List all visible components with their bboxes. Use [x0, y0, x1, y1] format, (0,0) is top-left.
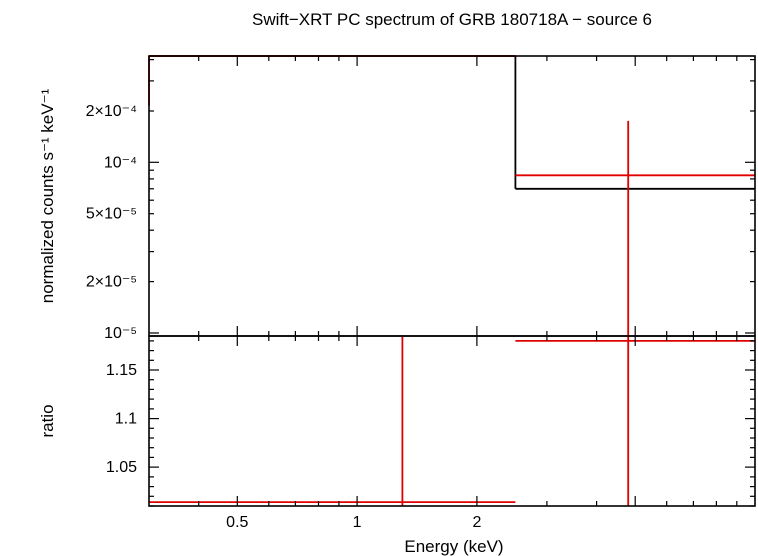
top-y-axis-label: normalized counts s⁻¹ keV⁻¹: [38, 88, 57, 303]
bottom-panel: 0.5 1 2 1.05 1.1 1.15 ratio Energy (keV): [38, 335, 756, 556]
y-tick-label: 1.05: [106, 459, 137, 476]
y-tick-label: 1.15: [106, 362, 137, 379]
top-data-layer: [148, 55, 755, 336]
x-tick-label: 1: [353, 514, 362, 531]
y-tick-label: 10⁻⁴: [104, 154, 137, 171]
y-tick-label: 10⁻⁵: [104, 325, 137, 342]
bottom-data-layer: [149, 336, 755, 506]
chart-title: Swift−XRT PC spectrum of GRB 180718A − s…: [252, 10, 652, 29]
y-tick-label: 2×10⁻⁴: [86, 103, 137, 120]
bottom-panel-frame: [148, 335, 756, 507]
y-tick-label: 2×10⁻⁵: [86, 274, 137, 291]
x-axis-label: Energy (keV): [404, 537, 503, 556]
top-axis-ticks: 10⁻⁵ 2×10⁻⁵ 5×10⁻⁵ 10⁻⁴ 2×10⁻⁴: [86, 56, 755, 342]
top-panel-frame: [148, 55, 756, 337]
x-tick-label: 2: [472, 514, 481, 531]
y-tick-label: 1.1: [115, 411, 137, 428]
bottom-y-axis-label: ratio: [38, 404, 57, 437]
top-panel: 10⁻⁵ 2×10⁻⁵ 5×10⁻⁵ 10⁻⁴ 2×10⁻⁴ normalized co…: [38, 55, 756, 342]
bottom-axis-ticks: 0.5 1 2 1.05 1.1 1.15: [106, 336, 755, 531]
x-tick-label: 0.5: [226, 514, 248, 531]
y-tick-label: 5×10⁻⁵: [86, 206, 137, 223]
